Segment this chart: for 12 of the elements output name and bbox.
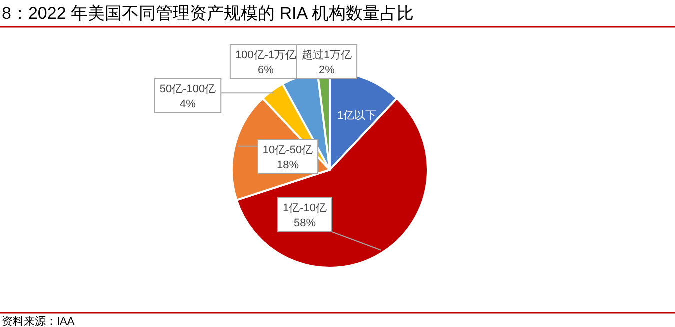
slice-label: 50亿-100亿 [160,84,216,96]
chart-title: 8：2022 年美国不同管理资产规模的 RIA 机构数量占比 [2,4,414,23]
slice-label: 1亿-10亿 [282,202,328,214]
data-label: 4% [180,98,196,110]
slice-label: 100亿-1万亿 [235,50,297,62]
slice-label: 10亿-50亿 [262,144,314,156]
slice-label: 超过1万亿 [302,48,352,62]
data-label: 6% [258,64,274,76]
data-label: 2% [319,64,336,76]
text: 资料来源：IAA [2,315,76,327]
data-label: 18% [276,160,300,172]
data-label: 58% [294,218,316,230]
